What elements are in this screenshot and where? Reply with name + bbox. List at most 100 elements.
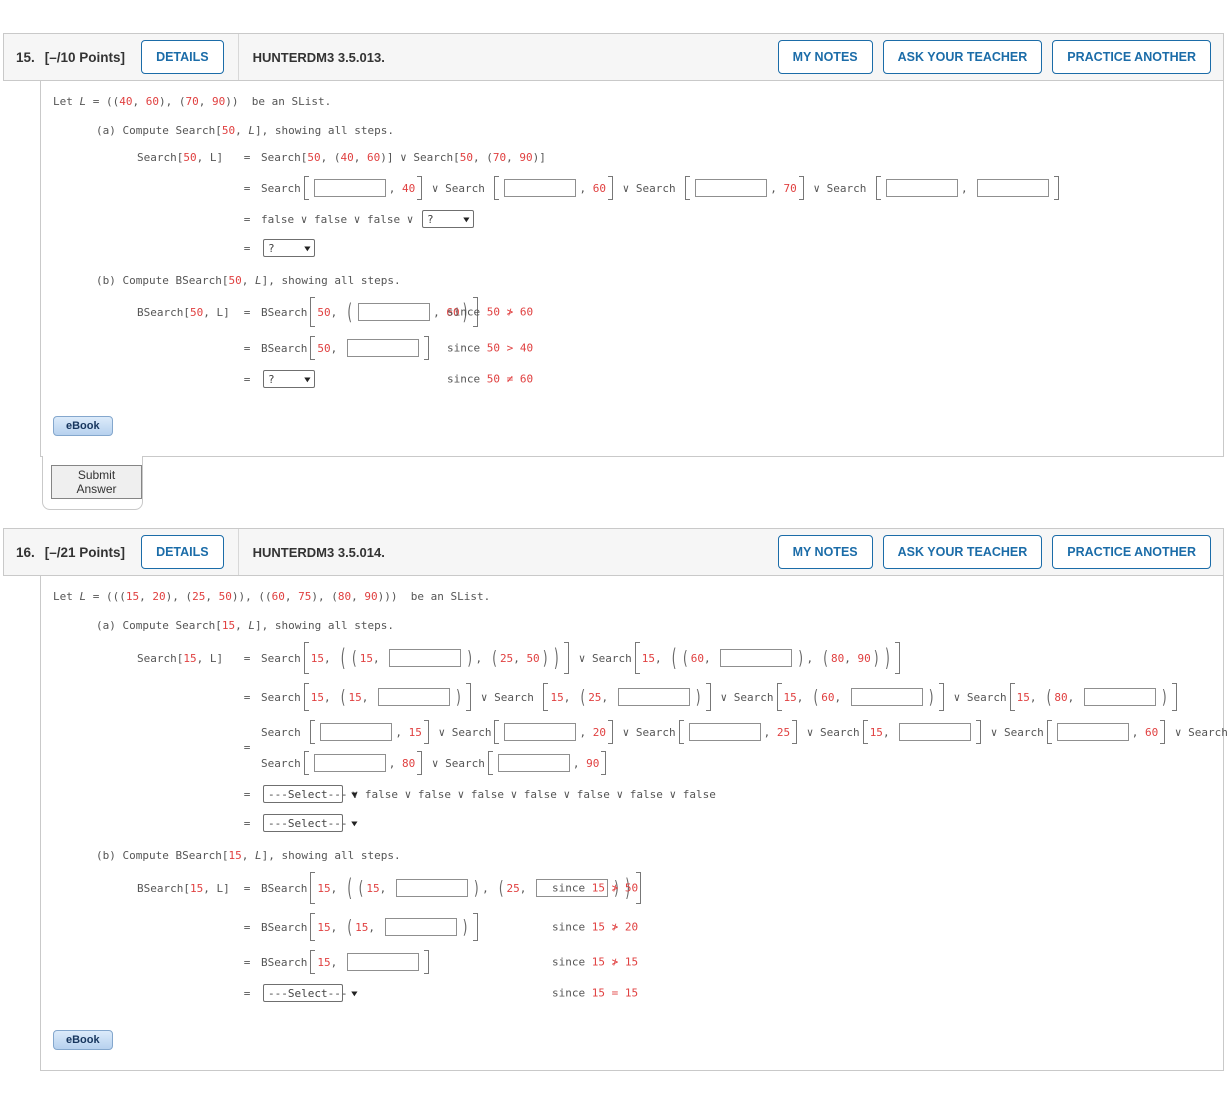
left-bracket: [310, 336, 316, 360]
left-bracket: [310, 872, 316, 904]
answer-input[interactable]: [320, 723, 393, 741]
equation-rhs: ? ▼: [261, 370, 317, 388]
math-red-text: 15: [310, 690, 324, 704]
answer-input[interactable]: [395, 879, 468, 897]
practice-another-button[interactable]: PRACTICE ANOTHER: [1052, 535, 1211, 569]
answer-input[interactable]: [497, 754, 570, 772]
math-text: ,: [960, 181, 975, 195]
points-label: [–/10 Points]: [44, 49, 126, 65]
math-text: Let: [53, 95, 80, 108]
equation-row: = Search, 40 ∨ Search , 60 ∨ Search , 70 …: [137, 176, 1211, 200]
select-value: ?: [268, 241, 275, 255]
part-a-label: (a) Compute Search[50, L], showing all s…: [96, 124, 1211, 137]
answer-select[interactable]: ---Select--- ▼: [263, 785, 358, 803]
since-annotation: since 50 ≠ 60: [447, 373, 533, 386]
answer-input[interactable]: [688, 723, 761, 741]
math-text: ,: [770, 181, 784, 195]
answer-input[interactable]: [346, 953, 419, 971]
assignment-source: HUNTERDM3 3.5.013.: [252, 49, 385, 65]
ask-your-teacher-button[interactable]: ASK YOUR TEACHER: [882, 535, 1043, 569]
equation-row: = false ∨ false ∨ false ∨ ? ▼: [137, 209, 1211, 229]
left-bracket: [494, 720, 500, 744]
math-red-text: 60: [592, 181, 606, 195]
answer-input[interactable]: [313, 179, 386, 197]
math-text: ∨ Search: [474, 690, 541, 704]
equation-rhs: ---Select--- ▼: [261, 814, 358, 832]
math-text: ,: [324, 651, 338, 665]
answer-input[interactable]: [1056, 723, 1129, 741]
math-red-text: 60: [446, 305, 460, 319]
equation-row: = ---Select--- ▼: [137, 813, 1211, 833]
math-text: ,: [796, 690, 811, 704]
math-red-text: 25: [506, 881, 520, 895]
equation-rhs: Search 15, ((15, ), (25, 50)) ∨ Search 15,…: [261, 642, 903, 674]
left-bracket: [310, 950, 316, 974]
answer-input[interactable]: [504, 179, 577, 197]
math-red-text: 15 ≯ 50: [591, 881, 639, 895]
right-bracket: [423, 720, 429, 744]
select-value: ---Select---: [268, 816, 348, 830]
details-button[interactable]: DETAILS: [141, 535, 224, 569]
math-text: ))) be an SList.: [377, 590, 491, 603]
math-red-text: 60: [821, 690, 835, 704]
ask-your-teacher-button[interactable]: ASK YOUR TEACHER: [882, 40, 1043, 74]
answer-input[interactable]: [313, 754, 386, 772]
answer-input[interactable]: [536, 879, 609, 897]
answer-input[interactable]: [389, 649, 462, 667]
answer-input[interactable]: [358, 303, 431, 321]
answer-input[interactable]: [504, 723, 577, 741]
math-text: L: [248, 619, 255, 632]
answer-select[interactable]: ? ▼: [263, 370, 315, 388]
answer-input[interactable]: [617, 688, 690, 706]
math-text: ,: [806, 651, 820, 665]
answer-input[interactable]: [720, 649, 793, 667]
math-text: Search: [261, 756, 301, 770]
left-bracket: [487, 751, 493, 775]
math-red-text: 15: [1016, 690, 1030, 704]
math-red-text: 15: [317, 955, 331, 969]
right-paren: ): [1160, 686, 1169, 708]
equals-sign: =: [243, 955, 251, 969]
answer-select[interactable]: ---Select--- ▼: [263, 984, 358, 1002]
answer-input[interactable]: [850, 688, 923, 706]
my-notes-button[interactable]: MY NOTES: [777, 40, 873, 74]
details-button[interactable]: DETAILS: [141, 40, 224, 74]
math-text: since: [552, 881, 592, 895]
math-red-text: 60: [366, 150, 381, 164]
math-text: ,: [241, 849, 255, 862]
math-red-text: 25: [192, 590, 206, 603]
math-text: ,: [284, 590, 299, 603]
ebook-button[interactable]: eBook: [53, 416, 113, 436]
math-text: ∨ Search: [947, 690, 1007, 704]
answer-input[interactable]: [377, 688, 450, 706]
math-text: ), (: [165, 590, 193, 603]
math-red-text: 15: [317, 881, 331, 895]
rhs-line: Search, 80 ∨ Search, 90: [261, 751, 1227, 775]
practice-another-button[interactable]: PRACTICE ANOTHER: [1052, 40, 1211, 74]
math-text: ), (: [311, 590, 338, 603]
my-notes-button[interactable]: MY NOTES: [777, 535, 873, 569]
answer-input[interactable]: [346, 339, 419, 357]
math-text: ,: [519, 881, 534, 895]
answer-select[interactable]: ? ▼: [421, 210, 474, 228]
equation-block: Search[50, L] = Search[50, (40, 60)] ∨ Sea…: [137, 147, 1211, 258]
math-text: (b) Compute BSearch[: [96, 274, 229, 287]
right-bracket: [472, 913, 478, 941]
left-paren: (: [497, 877, 505, 899]
submit-answer-button[interactable]: Submit Answer: [51, 465, 142, 499]
answer-input[interactable]: [1083, 688, 1156, 706]
answer-select[interactable]: ? ▼: [263, 239, 315, 257]
ebook-button[interactable]: eBook: [53, 1030, 113, 1050]
answer-input[interactable]: [695, 179, 768, 197]
math-red-text: 15 = 15: [591, 986, 639, 1000]
answer-input[interactable]: [899, 723, 972, 741]
math-red-text: 70: [492, 150, 507, 164]
answer-input[interactable]: [885, 179, 958, 197]
math-red-text: 15: [408, 725, 422, 739]
math-red-text: 50: [459, 150, 473, 164]
answer-input[interactable]: [977, 179, 1050, 197]
answer-select[interactable]: ---Select--- ▼: [263, 814, 358, 832]
math-text: ,: [324, 690, 338, 704]
answer-input[interactable]: [384, 918, 457, 936]
equals-sign: =: [243, 212, 251, 226]
